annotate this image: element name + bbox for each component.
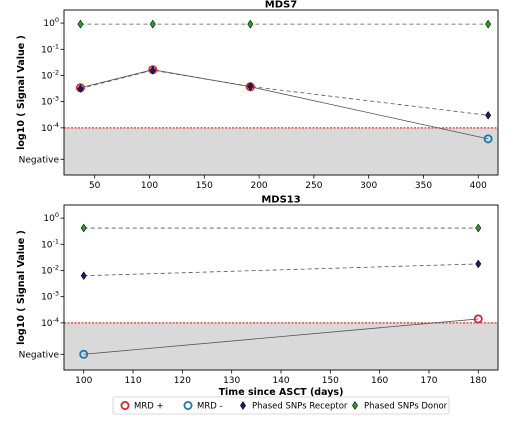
y-tick-label: Negative bbox=[19, 155, 60, 165]
mrd_neg-marker-0 bbox=[483, 134, 493, 144]
y-tick-label: Negative bbox=[19, 350, 60, 360]
legend-label-snp_receptor: Phased SNPs Receptor bbox=[252, 402, 348, 412]
x-tick-label: 250 bbox=[305, 181, 322, 191]
x-tick-label: 130 bbox=[223, 376, 240, 386]
axes-frame bbox=[63, 9, 499, 176]
snp_receptor-marker-1 bbox=[149, 65, 156, 75]
snp_donor-marker-3 bbox=[485, 19, 492, 29]
x-tick-label: 120 bbox=[174, 376, 191, 386]
mrd_pos-marker-0 bbox=[473, 314, 483, 324]
mrd-line bbox=[83, 318, 479, 355]
x-tick-label: 50 bbox=[89, 181, 101, 191]
chart-title: MDS13 bbox=[261, 195, 300, 206]
y-tick-label: 100 bbox=[43, 211, 59, 224]
x-tick-label: 180 bbox=[470, 376, 487, 386]
snp_receptor-marker-3 bbox=[485, 110, 492, 120]
receptor-line bbox=[83, 263, 479, 277]
y-tick-label: 10-4 bbox=[41, 121, 59, 134]
legend-box bbox=[112, 396, 450, 415]
negative-region bbox=[64, 127, 498, 175]
negative-region bbox=[64, 322, 498, 370]
legend: MRD + MRD - Phased SNPs Receptor Phased SNP… bbox=[112, 396, 450, 415]
x-tick-label: 110 bbox=[124, 376, 141, 386]
x-tick-label: 140 bbox=[272, 376, 289, 386]
snp_receptor-marker-legend-2 bbox=[240, 401, 246, 410]
legend-label-mrd_pos: MRD + bbox=[134, 402, 164, 412]
snp_donor-marker-1 bbox=[475, 223, 482, 233]
y-tick-label: 10-2 bbox=[41, 263, 59, 276]
x-tick-label: 300 bbox=[360, 181, 377, 191]
x-tick-label: 350 bbox=[415, 181, 432, 191]
snp_donor-marker-2 bbox=[247, 19, 254, 29]
panel-0: 50 100 150 200 250 300 350 400 100 10-1 10-2 10-3 10… bbox=[16, 0, 499, 191]
legend-label-snp_donor: Phased SNPs Donor bbox=[364, 402, 448, 412]
y-tick-label: 10-3 bbox=[41, 290, 59, 303]
x-tick-label: 400 bbox=[470, 181, 487, 191]
x-tick-label: 160 bbox=[371, 376, 388, 386]
snp_donor-marker-0 bbox=[80, 223, 87, 233]
snp_donor-marker-1 bbox=[149, 19, 156, 29]
y-tick-label: 10-4 bbox=[41, 316, 59, 329]
snp_receptor-marker-1 bbox=[475, 259, 482, 269]
x-tick-label: 100 bbox=[141, 181, 158, 191]
mrd_pos-marker-legend-0 bbox=[120, 400, 130, 410]
receptor-line bbox=[80, 69, 489, 116]
x-tick-label: 150 bbox=[322, 376, 339, 386]
x-axis-label: Time since ASCT (days) bbox=[219, 387, 344, 398]
x-tick-label: 170 bbox=[420, 376, 437, 386]
y-axis-label: log10 ( Signal Value ) bbox=[16, 230, 27, 345]
y-tick-label: 10-1 bbox=[41, 237, 59, 250]
snp_donor-marker-legend-3 bbox=[352, 401, 358, 410]
x-tick-label: 150 bbox=[196, 181, 213, 191]
chart-title: MDS7 bbox=[265, 0, 297, 11]
legend-label-mrd_neg: MRD - bbox=[197, 402, 223, 412]
snp_donor-marker-0 bbox=[77, 19, 84, 29]
y-tick-label: 10-3 bbox=[41, 95, 59, 108]
mrd-line bbox=[80, 69, 489, 140]
x-tick-label: 200 bbox=[250, 181, 267, 191]
snp_receptor-marker-2 bbox=[247, 82, 254, 91]
y-tick-label: 10-2 bbox=[41, 68, 59, 81]
y-axis-label: log10 ( Signal Value ) bbox=[16, 35, 27, 150]
x-tick-label: 100 bbox=[75, 376, 92, 386]
mrd_neg-marker-legend-1 bbox=[183, 400, 193, 410]
panel-1: 100 110 120 130 140 150 160 170 180 100 10-1 10-2 10… bbox=[16, 195, 499, 398]
mrd_neg-marker-0 bbox=[79, 349, 89, 359]
y-tick-label: 10-1 bbox=[41, 42, 59, 55]
y-tick-label: 100 bbox=[43, 16, 59, 29]
snp_receptor-marker-0 bbox=[80, 271, 87, 281]
snp_receptor-marker-0 bbox=[77, 84, 84, 93]
